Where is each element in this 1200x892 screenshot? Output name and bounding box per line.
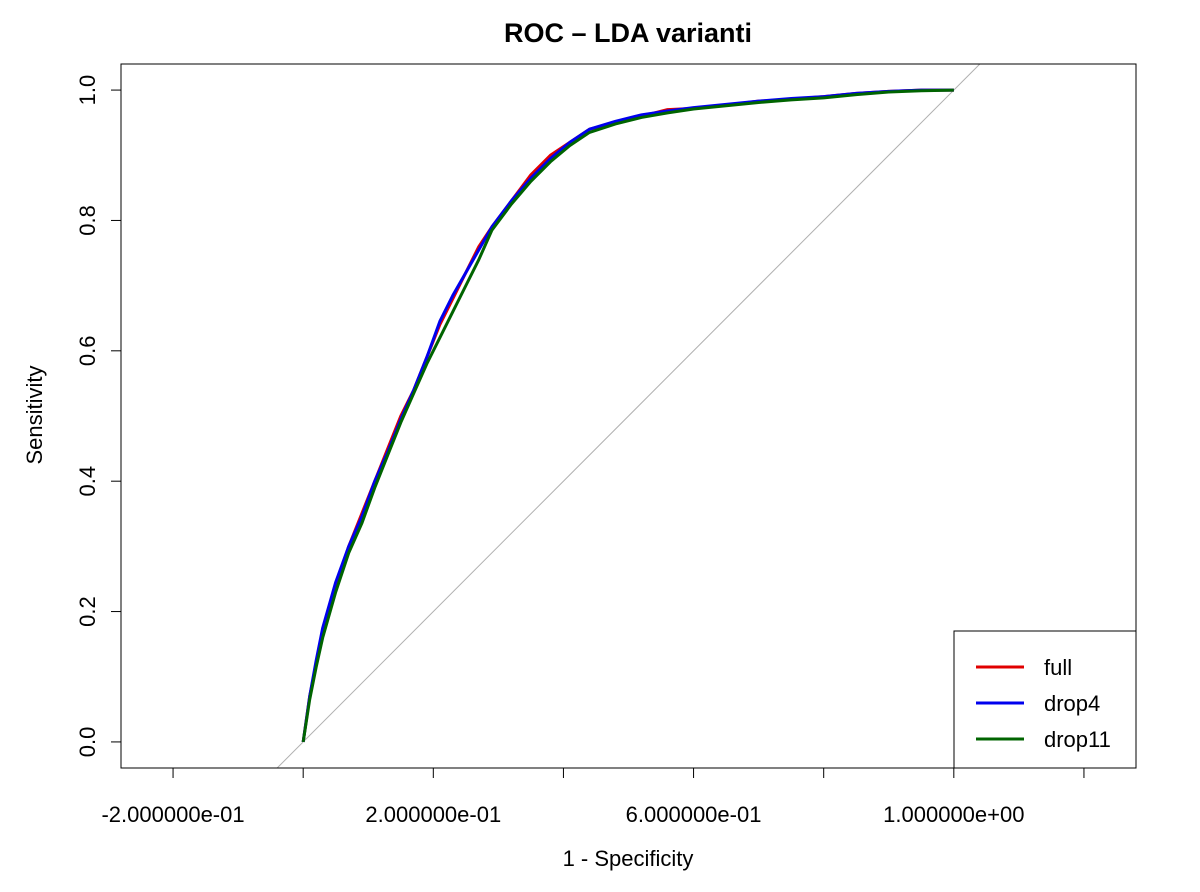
legend-box [953,630,1137,769]
x-tick-label: 6.000000e-01 [626,802,762,827]
legend: full drop4 drop11 [953,630,1137,769]
y-tick-label: 0.8 [75,205,100,236]
series-line-drop11 [301,88,954,743]
x-tick-label: 2.000000e-01 [365,802,501,827]
legend-label-drop11: drop11 [1044,727,1111,752]
y-axis-label: Sensitivity [22,365,47,464]
reference-diagonal-line [276,64,981,768]
chart-title: ROC – LDA varianti [504,18,752,48]
x-tick-label: -2.000000e-01 [101,802,244,827]
y-tick-label: 1.0 [75,75,100,106]
x-axis-label: 1 - Specificity [563,846,694,871]
legend-label-drop4: drop4 [1044,691,1100,716]
plot-area: -2.000000e-01 2.000000e-01 6.000000e-01 1.0… [75,63,1137,827]
y-tick-label: 0.2 [75,596,100,627]
legend-label-full: full [1044,655,1072,680]
y-tick-label: 0.6 [75,336,100,367]
plot-frame [120,63,1137,769]
y-tick-label: 0.4 [75,466,100,497]
y-tick-label: 0.0 [75,727,100,758]
x-tick-label: 1.000000e+00 [883,802,1024,827]
